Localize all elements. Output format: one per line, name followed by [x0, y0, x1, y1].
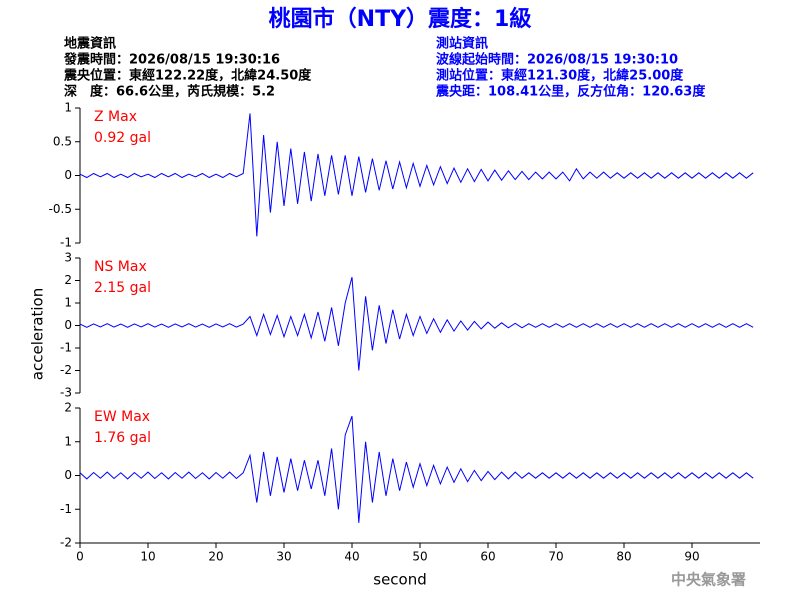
- waveform: [79, 415, 754, 523]
- event-info: 深 度：66.6公里，芮氏規模：5.2: [64, 84, 275, 100]
- y-tick-label: 1: [64, 296, 72, 310]
- x-tick-label: 10: [140, 550, 155, 564]
- y-tick-label: 0.5: [53, 134, 72, 148]
- x-tick-label: 60: [480, 550, 495, 564]
- max-annotation: 2.15 gal: [94, 280, 151, 296]
- chart-title: 桃園市（NTY）震度：1級: [269, 6, 532, 32]
- event-info: 發震時間：2026/08/15 19:30:16: [63, 52, 280, 68]
- y-tick-label: 1: [64, 101, 72, 115]
- y-tick-label: -3: [60, 386, 72, 400]
- max-annotation: 0.92 gal: [94, 130, 151, 146]
- x-tick-label: 30: [276, 550, 291, 564]
- station-info: 測站資訊: [436, 36, 488, 52]
- x-tick-label: 40: [344, 550, 359, 564]
- x-tick-label: 90: [684, 550, 699, 564]
- x-tick-label: 0: [76, 550, 84, 564]
- x-tick-label: 70: [548, 550, 563, 564]
- x-tick-label: 80: [616, 550, 631, 564]
- y-tick-label: -1: [60, 341, 72, 355]
- y-tick-label: 0: [64, 468, 72, 482]
- waveform: [79, 113, 754, 237]
- y-tick-label: 0: [64, 168, 72, 182]
- credit: 中央氣象署: [671, 571, 746, 589]
- y-tick-label: 2: [64, 273, 72, 287]
- event-info: 地震資訊: [64, 36, 116, 52]
- y-tick-label: -1: [60, 236, 72, 250]
- x-tick-label: 50: [412, 550, 427, 564]
- station-info: 波線起始時間：2026/08/15 19:30:10: [436, 52, 678, 68]
- y-tick-label: -1: [60, 502, 72, 516]
- y-tick-label: -0.5: [49, 202, 72, 216]
- max-annotation: Z Max: [94, 109, 137, 125]
- max-annotation: 1.76 gal: [94, 430, 151, 446]
- x-axis-label: second: [373, 571, 427, 589]
- waveform: [79, 276, 754, 371]
- x-tick-label: 20: [208, 550, 223, 564]
- y-tick-label: 1: [64, 434, 72, 448]
- y-tick-label: 0: [64, 318, 72, 332]
- max-annotation: NS Max: [94, 259, 147, 275]
- event-info: 震央位置：東經122.22度，北緯24.50度: [63, 68, 312, 84]
- max-annotation: EW Max: [94, 409, 150, 425]
- station-info: 震央距：108.41公里，反方位角：120.63度: [435, 84, 706, 100]
- y-tick-label: -2: [60, 536, 72, 550]
- y-tick-label: 3: [64, 251, 72, 265]
- y-tick-label: -2: [60, 363, 72, 377]
- y-tick-label: 2: [64, 401, 72, 415]
- station-info: 測站位置：東經121.30度，北緯25.00度: [436, 68, 684, 84]
- y-axis-label: acceleration: [29, 288, 47, 380]
